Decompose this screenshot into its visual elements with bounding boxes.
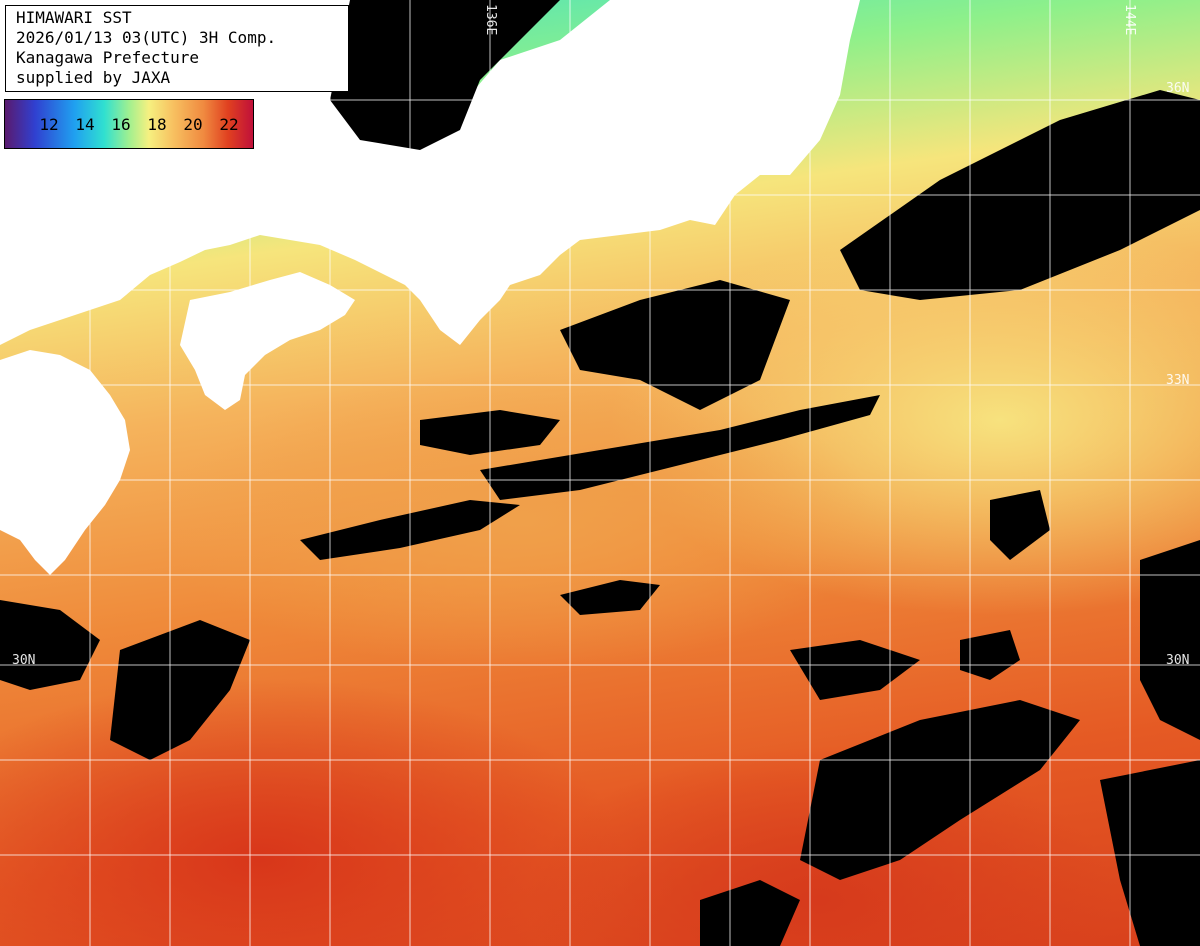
cloud-band-1 <box>560 280 790 410</box>
cloud-band-14 <box>700 880 800 946</box>
lat-label-36n: 36N <box>1166 81 1190 96</box>
lat-label-30n-west: 30N <box>12 653 36 668</box>
info-datetime: 2026/01/13 03(UTC) 3H Comp. <box>16 28 277 47</box>
info-source: supplied by JAXA <box>16 68 171 87</box>
cloud-band-13 <box>1100 760 1200 946</box>
colorbar-tick-12: 12 <box>39 114 59 134</box>
info-region: Kanagawa Prefecture <box>16 48 200 67</box>
cloud-band-8 <box>0 600 100 690</box>
land-shikoku <box>180 272 355 410</box>
info-box: HIMAWARI SST 2026/01/13 03(UTC) 3H Comp.… <box>5 5 349 92</box>
land-kyushu <box>0 350 130 575</box>
cloud-band-12 <box>800 700 1080 880</box>
lon-label-136e: 136E <box>483 4 498 36</box>
colorbar-tick-16: 16 <box>111 114 131 134</box>
colorbar-tick-18: 18 <box>147 114 167 134</box>
cloud-band-9 <box>790 640 920 700</box>
cloud-band-6 <box>560 580 660 615</box>
colorbar-tick-20: 20 <box>183 114 203 134</box>
cloud-band-11 <box>1140 540 1200 740</box>
colorbar-tick-14: 14 <box>75 114 95 134</box>
colorbar-tick-22: 22 <box>219 114 239 134</box>
temperature-colorbar: 12 14 16 18 20 22 <box>4 99 254 149</box>
cloud-band-4 <box>480 395 880 500</box>
cloud-band-10 <box>960 630 1020 680</box>
lat-label-33n-west: 33N <box>12 373 36 388</box>
colorbar-labels: 12 14 16 18 20 22 <box>5 100 253 148</box>
lon-label-144e: 144E <box>1122 4 1137 36</box>
lat-label-30n-east: 30N <box>1166 653 1190 668</box>
cloud-band-15 <box>990 490 1050 560</box>
lat-label-33n-east: 33N <box>1166 373 1190 388</box>
cloud-band-7 <box>110 620 250 760</box>
info-title: HIMAWARI SST <box>16 8 132 27</box>
cloud-north <box>330 0 560 150</box>
